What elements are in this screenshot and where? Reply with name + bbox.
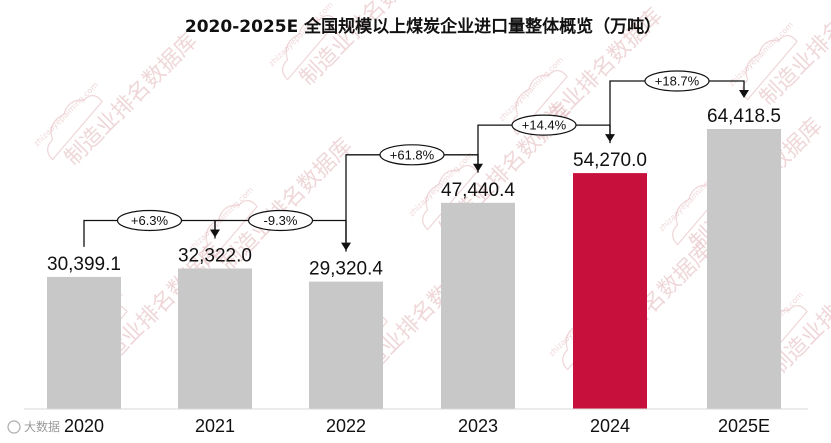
- tick-label-2021: 2021: [195, 416, 235, 436]
- tick-label-2020: 2020: [64, 416, 104, 436]
- chart-title: 2020-2025E 全国规模以上煤炭企业进口量整体概览（万吨）: [185, 16, 661, 37]
- bar-2024: [573, 173, 647, 409]
- watermark-text: 制造业排名数据库: [755, 0, 831, 111]
- growth-annotations: +6.3% -9.3% +61.8% +14.4% +18.7%: [83, 70, 749, 252]
- tick-label-2024: 2024: [590, 416, 630, 436]
- growth-label: +6.3%: [131, 213, 169, 228]
- value-label-2020: 30,399.1: [47, 254, 121, 275]
- tick-label-2025E: 2025E: [718, 416, 770, 436]
- watermark-cloud-icon: [422, 165, 478, 231]
- bar-2021: [178, 268, 252, 409]
- tick-label-2023: 2023: [458, 416, 498, 436]
- growth-label: +14.4%: [522, 118, 567, 133]
- value-label-2023: 47,440.4: [441, 180, 515, 201]
- growth-oval: [644, 70, 710, 92]
- bar-2020: [47, 276, 121, 409]
- watermark-cloud-icon: [47, 95, 103, 161]
- growth-arrow-icon: [739, 90, 749, 98]
- watermark-cloud-icon: [282, 15, 338, 81]
- growth-label: +18.7%: [655, 74, 700, 89]
- value-label-2021: 32,322.0: [178, 246, 252, 267]
- bar-2022: [309, 281, 383, 409]
- growth-label: -9.3%: [264, 213, 298, 228]
- bars: 30,399.1 32,322.0 29,320.4 47,440.4 54,270.0…: [47, 106, 781, 409]
- watermark-cloud-icon: [202, 200, 258, 266]
- growth-oval: [379, 144, 445, 166]
- corner-logo-icon: [7, 420, 21, 434]
- growth-oval: [511, 114, 577, 136]
- watermark-cloud-icon: [512, 70, 568, 136]
- growth-annotation-2025E: +18.7%: [609, 70, 749, 144]
- corner-logo-text: 大数据: [24, 419, 60, 434]
- growth-oval: [247, 209, 314, 232]
- value-label-2022: 29,320.4: [309, 259, 383, 280]
- value-label-2025E: 64,418.5: [707, 106, 781, 127]
- growth-oval: [116, 209, 183, 232]
- corner-logo: 大数据: [7, 419, 60, 434]
- tick-label-2022: 2022: [326, 416, 366, 436]
- bar-2025E: [707, 129, 781, 409]
- x-axis-ticks: 2020 2021 2022 2023 2024 2025E: [64, 416, 770, 436]
- value-label-2024: 54,270.0: [573, 150, 647, 171]
- growth-label: +61.8%: [390, 147, 435, 162]
- bar-2023: [441, 202, 515, 409]
